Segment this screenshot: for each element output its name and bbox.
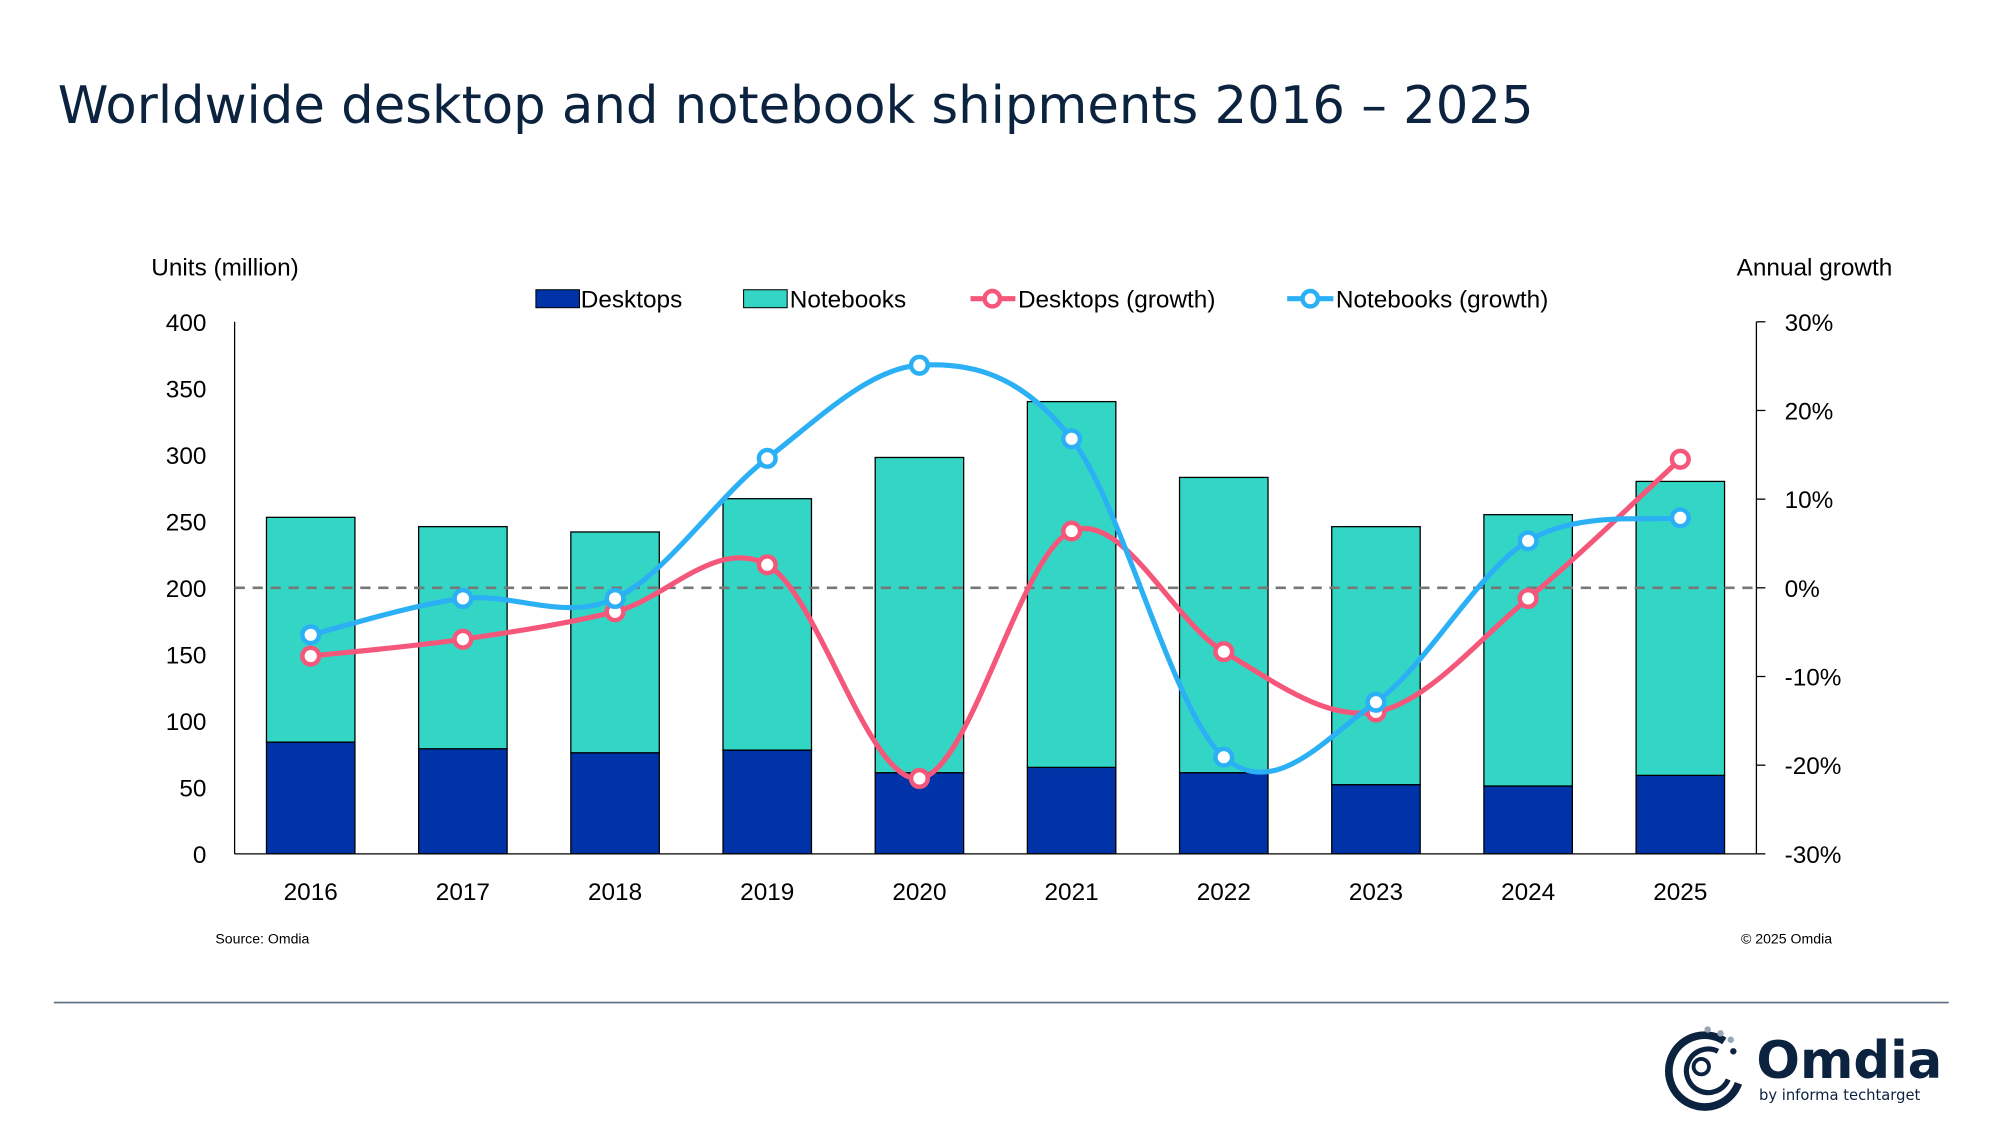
point-notebooks-growth-2025: [1669, 507, 1691, 529]
bar-desktops-2021: [1026, 766, 1117, 855]
point-desktops-growth-2020: [908, 767, 931, 790]
point-notebooks-growth-2021: [1061, 428, 1083, 450]
x-tick-label: 2020: [892, 879, 946, 906]
legend: Desktops Notebooks Desktops (growth) Not…: [535, 287, 1548, 314]
bar-notebooks-2025: [1635, 480, 1726, 777]
y-tick-label: 200: [166, 576, 207, 603]
point-notebooks-growth-2022: [1213, 746, 1235, 768]
legend-marker-notebooks-growth: [1300, 288, 1321, 309]
legend-desktops-growth: Desktops (growth): [1018, 287, 1216, 314]
y-tick-label: 50: [179, 775, 206, 802]
plot-area: 0 50 100 150 200 250 300 350 400 -30% -20% -10% 0% 10…: [166, 310, 1842, 906]
point-notebooks-growth-2019: [756, 447, 778, 469]
x-tick-label: 2021: [1045, 879, 1099, 906]
point-notebooks-growth-2016: [300, 624, 322, 646]
bar-desktops-2019: [722, 749, 813, 855]
bar-notebooks-2023: [1331, 525, 1421, 786]
x-tick-label: 2023: [1349, 879, 1403, 906]
bar-notebooks-2018: [570, 531, 660, 754]
bar-notebooks-2021: [1026, 400, 1117, 769]
point-notebooks-growth-2024: [1517, 530, 1539, 552]
y-tick-label: 0: [193, 842, 207, 869]
y-tick-label: 150: [166, 642, 207, 669]
y-tick-label: 350: [166, 376, 207, 403]
x-tick-label: 2017: [436, 879, 490, 906]
y-tick-label: 250: [166, 509, 207, 536]
omdia-logo: Omdia by informa techtarget: [1665, 1026, 1942, 1111]
x-tick-label: 2022: [1197, 879, 1251, 906]
y2-tick-label: 0%: [1785, 576, 1820, 603]
x-tick-label: 2025: [1653, 879, 1707, 906]
legend-swatch-notebooks: [743, 289, 788, 309]
point-notebooks-growth-2020: [908, 354, 931, 376]
source-note: Source: Omdia: [215, 931, 309, 947]
y-tick-label: 300: [166, 443, 207, 470]
legend-swatch-desktops: [535, 289, 580, 309]
bar-desktops-2017: [418, 748, 508, 855]
y-axis-label: Units (million): [151, 255, 298, 282]
point-desktops-growth-2019: [756, 554, 778, 576]
bar-desktops-2022: [1178, 772, 1269, 855]
bar-desktops-2018: [570, 752, 660, 855]
point-desktops-growth-2022: [1213, 641, 1235, 663]
point-notebooks-growth-2017: [452, 587, 474, 610]
bar-desktops-2025: [1635, 774, 1726, 855]
legend-marker-desktops-growth: [982, 288, 1003, 309]
omdia-logo-icon: [1665, 1026, 1743, 1111]
line-notebooks-growth: [310, 362, 1681, 775]
point-desktops-growth-2024: [1517, 587, 1539, 610]
bar-notebooks-2020: [874, 456, 965, 774]
legend-desktops: Desktops: [581, 287, 682, 314]
legend-notebooks: Notebooks: [790, 287, 906, 314]
omdia-logo-name: Omdia: [1756, 1031, 1942, 1091]
point-desktops-growth-2016: [300, 645, 322, 667]
legend-notebooks-growth: Notebooks (growth): [1336, 287, 1548, 314]
y2-tick-label: -10%: [1785, 664, 1842, 691]
bar-desktops-2024: [1483, 785, 1574, 855]
line-desktops-growth: [310, 457, 1683, 782]
bar-notebooks-2024: [1483, 514, 1574, 787]
bar-desktops-2016: [265, 741, 356, 855]
point-desktops-growth-2021: [1061, 520, 1083, 542]
y-tick-label: 100: [166, 709, 207, 736]
y2-tick-label: 30%: [1785, 310, 1834, 337]
point-desktops-growth-2025: [1669, 448, 1691, 470]
y-tick-label: 400: [166, 310, 207, 337]
omdia-logo-tagline: by informa techtarget: [1759, 1087, 1921, 1104]
copyright-note: © 2025 Omdia: [1741, 931, 1832, 947]
point-notebooks-growth-2023: [1365, 691, 1387, 713]
point-desktops-growth-2017: [452, 628, 474, 650]
bar-desktops-2023: [1331, 784, 1421, 855]
bar-notebooks-2019: [722, 498, 813, 751]
y2-axis-label: Annual growth: [1737, 255, 1893, 282]
y2-tick-label: 20%: [1785, 398, 1834, 425]
y2-tick-label: -20%: [1785, 753, 1842, 780]
page-title: Worldwide desktop and notebook shipments…: [58, 76, 1534, 136]
y2-tick-label: 10%: [1785, 487, 1834, 514]
x-tick-label: 2019: [740, 879, 794, 906]
x-tick-label: 2018: [588, 879, 642, 906]
y2-tick-label: -30%: [1785, 842, 1842, 869]
x-tick-label: 2016: [284, 879, 338, 906]
x-tick-label: 2024: [1501, 879, 1555, 906]
point-notebooks-growth-2018: [604, 587, 626, 610]
bar-notebooks-2016: [265, 516, 356, 743]
